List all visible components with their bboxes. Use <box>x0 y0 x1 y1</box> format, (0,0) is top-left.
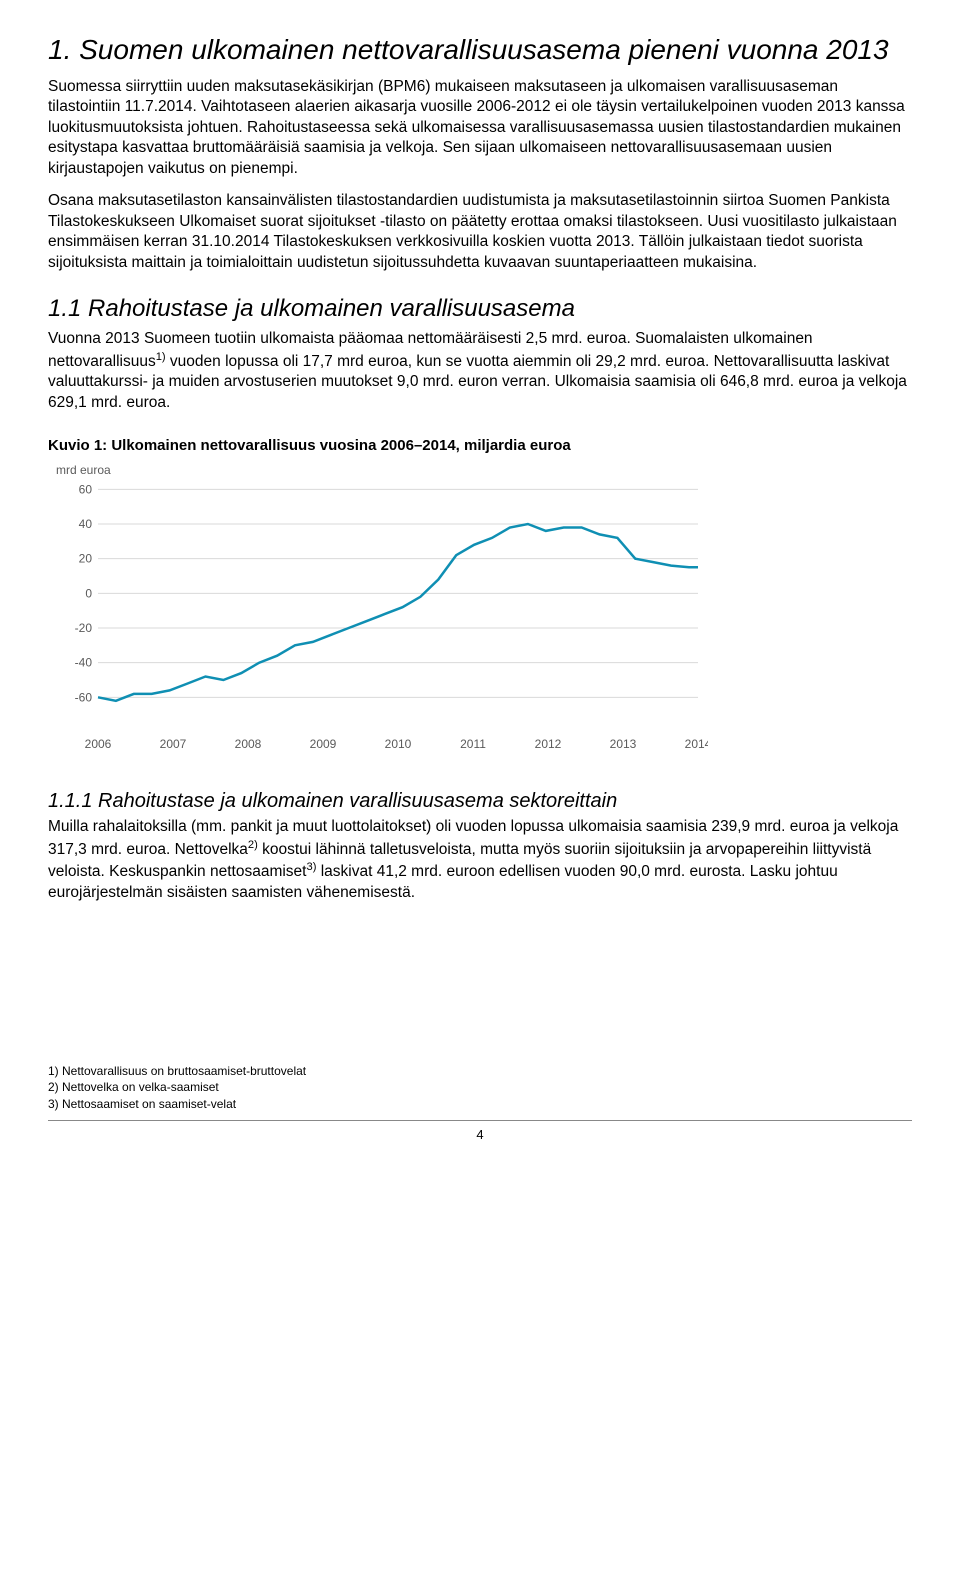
chart-title: Kuvio 1: Ulkomainen nettovarallisuus vuo… <box>48 437 912 454</box>
svg-text:-60: -60 <box>75 690 93 704</box>
svg-text:2011: 2011 <box>460 737 486 751</box>
svg-text:60: 60 <box>79 482 93 496</box>
svg-text:40: 40 <box>79 517 93 531</box>
paragraph-2: Osana maksutasetilaston kansainvälisten … <box>48 191 912 273</box>
svg-text:2014: 2014 <box>685 737 708 751</box>
paragraph-1: Suomessa siirryttiin uuden maksutasekäsi… <box>48 77 912 179</box>
svg-text:0: 0 <box>85 586 92 600</box>
svg-text:2013: 2013 <box>610 737 637 751</box>
paragraph-4: Muilla rahalaitoksilla (mm. pankit ja mu… <box>48 817 912 903</box>
svg-text:2010: 2010 <box>385 737 412 751</box>
footnotes: 1) Nettovarallisuus on bruttosaamiset-br… <box>48 1063 912 1112</box>
svg-text:mrd euroa: mrd euroa <box>56 464 111 477</box>
svg-text:2006: 2006 <box>85 737 112 751</box>
svg-text:2007: 2007 <box>160 737 187 751</box>
page-footer: 4 <box>48 1120 912 1142</box>
footnote-1: 1) Nettovarallisuus on bruttosaamiset-br… <box>48 1063 912 1079</box>
svg-text:2008: 2008 <box>235 737 262 751</box>
svg-text:2012: 2012 <box>535 737 562 751</box>
svg-text:-40: -40 <box>75 656 93 670</box>
line-chart: mrd euroa -60 -40 -20 0 20 40 60 2006 2007 2008 200… <box>48 464 708 764</box>
footnote-ref-1: 1) <box>156 351 166 363</box>
paragraph-3-part-b: vuoden lopussa oli 17,7 mrd euroa, kun s… <box>48 353 907 411</box>
svg-text:2009: 2009 <box>310 737 337 751</box>
section-1-1-1-heading: 1.1.1 Rahoitustase ja ulkomainen varalli… <box>48 790 912 813</box>
footnote-ref-3: 3) <box>306 861 316 873</box>
paragraph-3: Vuonna 2013 Suomeen tuotiin ulkomaista p… <box>48 329 912 413</box>
footnote-3: 3) Nettosaamiset on saamiset-velat <box>48 1096 912 1112</box>
section-1-heading: 1. Suomen ulkomainen nettovarallisuusase… <box>48 32 912 67</box>
footnote-ref-2: 2) <box>248 839 258 851</box>
page-number: 4 <box>476 1127 483 1142</box>
section-1-1-heading: 1.1 Rahoitustase ja ulkomainen varallisu… <box>48 295 912 323</box>
svg-text:-20: -20 <box>75 621 93 635</box>
chart-container: mrd euroa -60 -40 -20 0 20 40 60 2006 2007 2008 200… <box>48 464 912 764</box>
svg-text:20: 20 <box>79 552 93 566</box>
footnote-2: 2) Nettovelka on velka-saamiset <box>48 1079 912 1095</box>
